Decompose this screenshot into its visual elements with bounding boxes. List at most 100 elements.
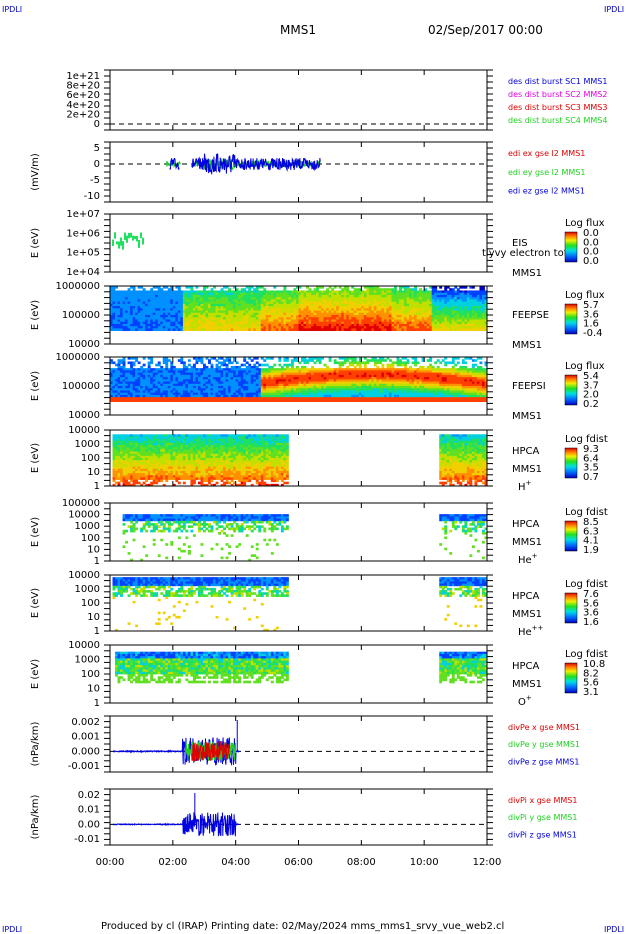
- heatmap-cell: [366, 317, 370, 320]
- heatmap-cell: [426, 292, 430, 296]
- heatmap-cell: [399, 315, 402, 318]
- heatmap-cell: [333, 397, 337, 400]
- heatmap-cell: [383, 319, 387, 323]
- heatmap-cell: [225, 297, 229, 300]
- heatmap-cell: [391, 321, 395, 325]
- heatmap-cell: [157, 294, 161, 298]
- heatmap-cell: [285, 363, 289, 367]
- heatmap-cell: [353, 310, 357, 314]
- heatmap-cell: [218, 361, 221, 365]
- heatmap-cell: [150, 326, 154, 329]
- heatmap-cell: [351, 374, 355, 378]
- heatmap-cell: [333, 321, 337, 325]
- heatmap-cell: [341, 315, 345, 318]
- heatmap-cell: [253, 323, 257, 327]
- heatmap-cell: [446, 294, 450, 298]
- heatmap-cell: [137, 370, 141, 374]
- heatmap-cell: [117, 306, 121, 309]
- heatmap-cell: [343, 301, 347, 305]
- heatmap-cell: [449, 315, 453, 318]
- heatmap-cell: [135, 370, 139, 374]
- heatmap-cell: [255, 290, 259, 294]
- heatmap-cell: [311, 397, 314, 400]
- heatmap-cell: [165, 363, 169, 367]
- heatmap-cell: [419, 321, 423, 325]
- heatmap-cell: [165, 397, 169, 400]
- heatmap-cell: [318, 306, 322, 309]
- heatmap-cell: [250, 315, 254, 318]
- heatmap-cell: [343, 315, 347, 318]
- heatmap-cell: [381, 294, 385, 298]
- heatmap-cell: [371, 310, 375, 314]
- heatmap-cell: [449, 292, 453, 296]
- heatmap-cell: [366, 359, 370, 362]
- heatmap-cell: [122, 297, 126, 300]
- heatmap-cell: [481, 301, 485, 305]
- heatmap-cell: [137, 299, 141, 303]
- heatmap-cell: [361, 379, 365, 382]
- heatmap-cell: [117, 328, 121, 332]
- heatmap-cell: [253, 372, 257, 376]
- heatmap-cell: [202, 397, 206, 400]
- heatmap-cell: [115, 397, 118, 400]
- heatmap-cell: [110, 386, 113, 389]
- heatmap-cell: [278, 383, 282, 387]
- heatmap-cell: [306, 379, 309, 382]
- heatmap-cell: [348, 319, 352, 323]
- heatmap-cell: [295, 299, 299, 303]
- heatmap-cell: [341, 399, 345, 403]
- heatmap-cell: [444, 306, 448, 309]
- heatmap-cell: [326, 368, 330, 371]
- heatmap-cell: [155, 312, 159, 316]
- heatmap-cell: [323, 315, 327, 318]
- heatmap-cell: [245, 392, 249, 396]
- heatmap-cell: [474, 317, 478, 320]
- heatmap-cell: [125, 392, 128, 396]
- heatmap-cell: [228, 390, 232, 394]
- heatmap-cell: [283, 294, 287, 298]
- heatmap-cell: [386, 317, 390, 320]
- heatmap-cell: [295, 399, 299, 403]
- heatmap-cell: [328, 310, 332, 314]
- heatmap-cell: [258, 326, 262, 329]
- heatmap-cell: [348, 381, 352, 385]
- heatmap-cell: [454, 310, 458, 314]
- heatmap-cell: [308, 399, 312, 403]
- heatmap-cell: [142, 379, 146, 382]
- heatmap-cell: [378, 359, 382, 362]
- heatmap-cell: [464, 323, 468, 327]
- heatmap-cell: [205, 297, 209, 300]
- heatmap-cell: [185, 365, 189, 369]
- heatmap-cell: [175, 290, 179, 294]
- heatmap-cell: [162, 312, 166, 316]
- heatmap-cell: [137, 388, 141, 391]
- heatmap-cell: [213, 357, 216, 360]
- heatmap-cell: [250, 286, 254, 289]
- heatmap-cell: [165, 399, 169, 403]
- heatmap-cell: [288, 368, 292, 371]
- heatmap-cell: [110, 315, 113, 318]
- heatmap-cell: [253, 319, 257, 323]
- heatmap-cell: [112, 381, 116, 385]
- heatmap-cell: [278, 294, 282, 298]
- heatmap-cell: [145, 319, 149, 323]
- heatmap-cell: [115, 323, 118, 327]
- heatmap-cell: [333, 303, 337, 307]
- heatmap-cell: [381, 328, 385, 332]
- heatmap-cell: [150, 377, 154, 380]
- heatmap-cell: [273, 397, 277, 400]
- heatmap-cell: [386, 388, 390, 391]
- heatmap-cell: [358, 365, 362, 369]
- heatmap-cell: [436, 323, 440, 327]
- heatmap-cell: [290, 308, 294, 311]
- heatmap-cell: [260, 379, 264, 382]
- heatmap-cell: [243, 321, 247, 325]
- heatmap-cell: [145, 290, 149, 294]
- heatmap-cell: [248, 379, 252, 382]
- heatmap-cell: [228, 361, 232, 365]
- heatmap-cell: [348, 317, 352, 320]
- heatmap-cell: [311, 306, 314, 309]
- heatmap-cell: [376, 397, 380, 400]
- heatmap-cell: [388, 319, 392, 323]
- heatmap-cell: [368, 312, 372, 316]
